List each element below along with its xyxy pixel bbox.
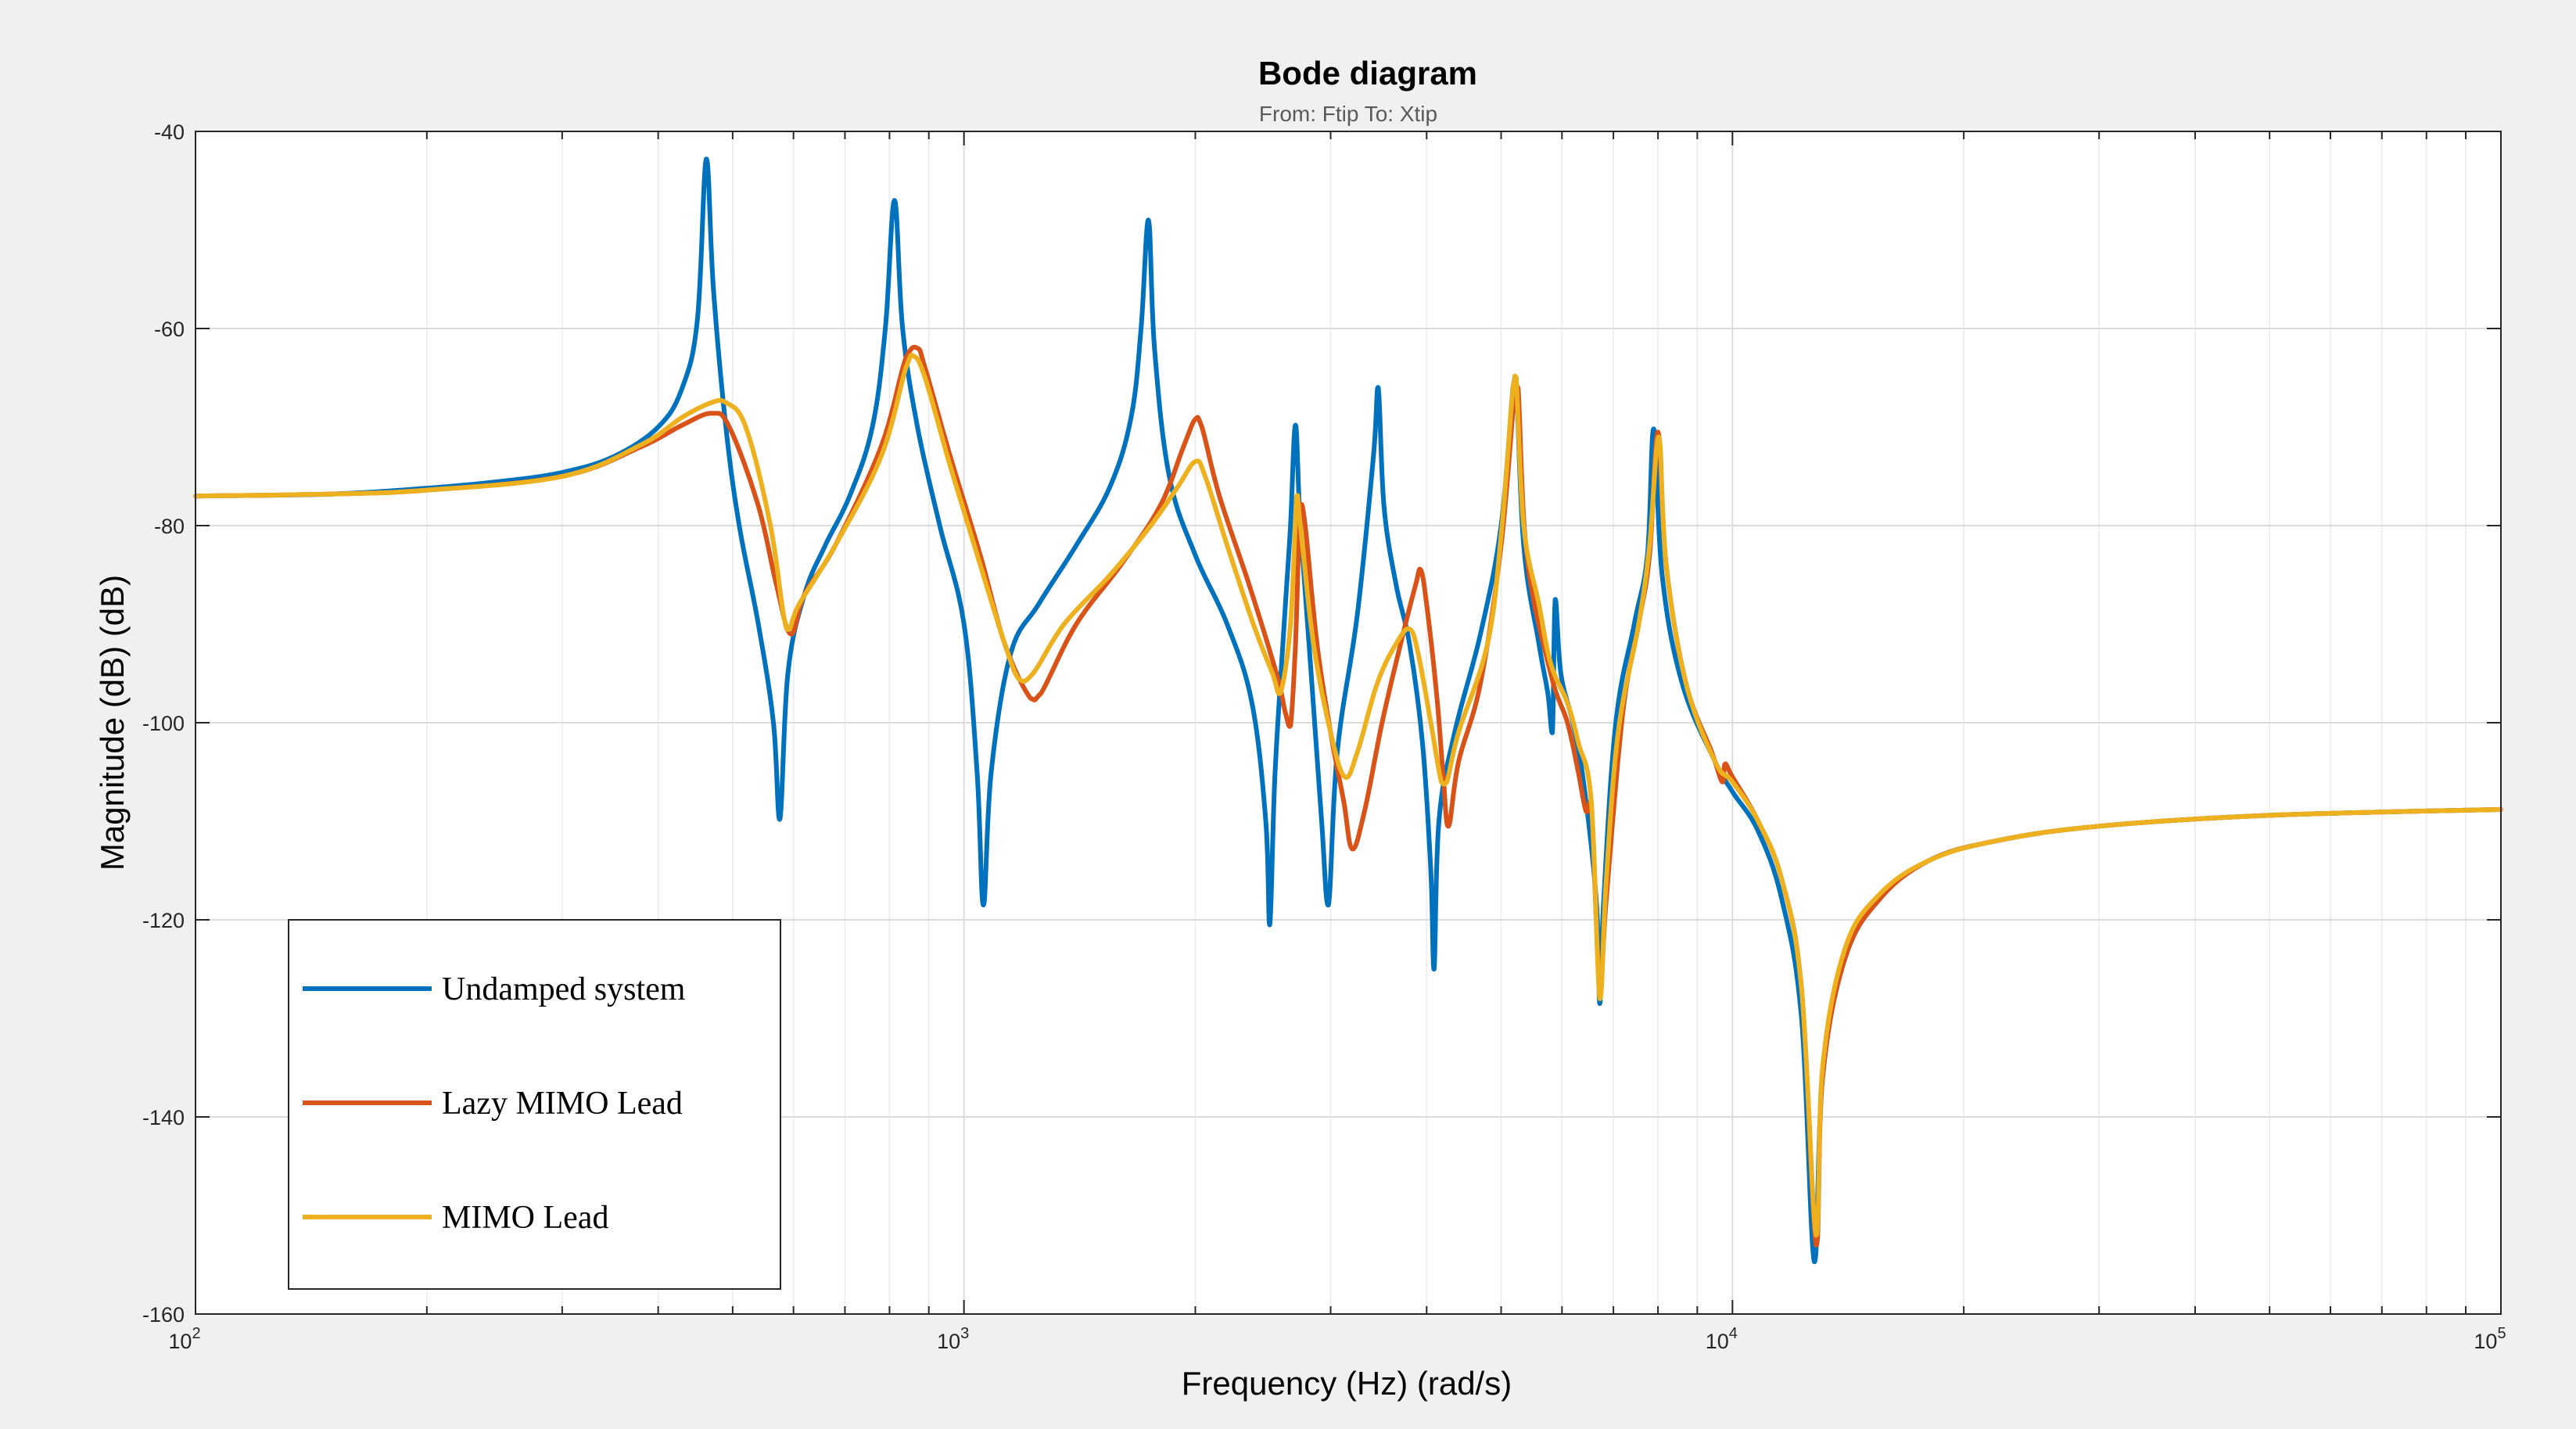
y-tick-label: -100 bbox=[142, 712, 185, 735]
series-line-mimo-lead bbox=[193, 353, 2503, 1238]
x-axis-label: Frequency (Hz) (rad/s) bbox=[1182, 1365, 1512, 1402]
axis-ticks bbox=[195, 131, 2502, 1315]
legend-label-undamped: Undamped system bbox=[442, 971, 686, 1007]
legend: Undamped system Lazy MIMO Lead MIMO Lead bbox=[288, 919, 781, 1290]
y-tick-label: -120 bbox=[142, 909, 185, 932]
x-tick-label: 105 bbox=[2474, 1325, 2506, 1353]
y-tick-label: -140 bbox=[142, 1106, 185, 1129]
series-layer bbox=[193, 156, 2503, 1265]
chart-subtitle: From: Ftip To: Xtip bbox=[1259, 102, 1437, 126]
tick-labels: 102 103 104 105 -40 -60 -80 -100 -120 -140 -160 bbox=[142, 120, 2506, 1353]
series-line-lazy-mimo-lead bbox=[193, 344, 2503, 1248]
x-tick-label: 104 bbox=[1706, 1325, 1738, 1353]
legend-label-lazy-mimo-lead: Lazy MIMO Lead bbox=[442, 1086, 683, 1122]
y-tick-label: -40 bbox=[154, 120, 185, 144]
chart-title: Bode diagram bbox=[1258, 55, 1477, 92]
y-tick-label: -60 bbox=[154, 318, 185, 341]
x-tick-label: 102 bbox=[168, 1325, 200, 1353]
y-tick-label: -160 bbox=[142, 1303, 185, 1327]
y-axis-label: Magnitude (dB) (dB) bbox=[94, 575, 131, 871]
x-tick-label: 103 bbox=[937, 1325, 969, 1353]
legend-label-mimo-lead: MIMO Lead bbox=[442, 1200, 608, 1236]
y-tick-label: -80 bbox=[154, 515, 185, 538]
